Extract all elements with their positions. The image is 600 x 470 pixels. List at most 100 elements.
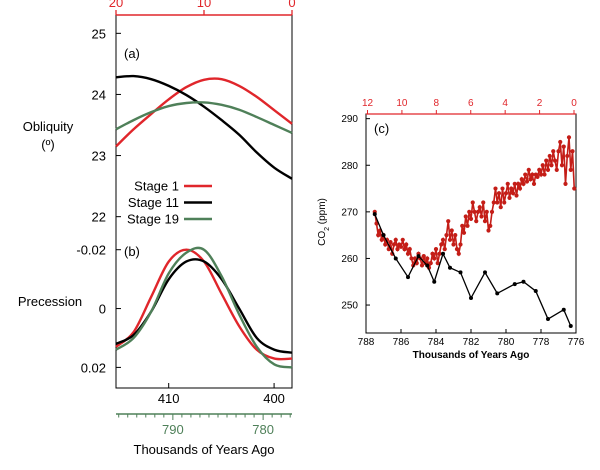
co2-red-point [433, 247, 439, 252]
co2-top-red-tick-label: 12 [362, 98, 374, 109]
co2-black-point [381, 233, 386, 238]
co2-red-point [566, 135, 572, 140]
obliquity-y-tick-label: 22 [92, 210, 106, 225]
co2-y-tick-label: 260 [341, 254, 358, 265]
co2-red-point [486, 228, 491, 233]
obliquity-y-tick-label: 23 [92, 149, 106, 164]
co2-red-point [479, 214, 484, 219]
co2-black-point [416, 254, 421, 259]
top-red-tick-label: 10 [197, 0, 211, 10]
obliquity-y-tick-label: 25 [92, 26, 106, 41]
co2-x-tick-label: 778 [533, 337, 550, 348]
co2-plot-frame [365, 113, 577, 334]
panel-b-label: (b) [124, 244, 140, 259]
panel-c-label: (c) [374, 121, 389, 136]
co2-red-point [484, 209, 489, 214]
co2-red-point [563, 181, 568, 186]
co2-red-point [400, 237, 405, 242]
co2-red-point [407, 247, 412, 252]
bottom-black-tick-label: 410 [158, 391, 180, 406]
co2-red-point [510, 191, 516, 196]
co2-black-line [374, 213, 572, 327]
co2-top-red-tick-label: 8 [434, 98, 440, 109]
green-tick-label: 790 [162, 422, 184, 437]
co2-red-point [514, 193, 519, 198]
co2-red-point [516, 181, 521, 186]
co2-top-red-tick-label: 2 [537, 98, 543, 109]
top-red-tick-label: 20 [109, 0, 123, 10]
co2-red-point [502, 200, 507, 205]
co2-top-red-tick-label: 10 [396, 98, 408, 109]
precession-y-tick-label: 0.02 [81, 360, 106, 375]
co2-x-axis-title: Thousands of Years Ago [413, 350, 530, 361]
co2-black-point [458, 270, 463, 275]
co2-red-point [572, 186, 577, 191]
co2-red-point [498, 205, 503, 210]
co2-red-point [421, 254, 426, 259]
legend-label-stage-11: Stage 11 [128, 195, 179, 210]
co2-red-point [432, 256, 437, 261]
co2-x-tick-label: 788 [358, 337, 375, 348]
co2-red-point [412, 256, 418, 261]
left-x-axis-title: Thousands of Years Ago [134, 442, 275, 457]
co2-red-point [535, 174, 540, 179]
co2-red-point [402, 247, 407, 252]
co2-y-tick-label: 250 [341, 301, 358, 312]
co2-red-point [519, 177, 524, 182]
co2-red-point [517, 186, 523, 191]
obliquity-line-stage-1 [115, 77, 293, 148]
co2-red-point [549, 163, 554, 168]
co2-red-point [460, 223, 465, 228]
co2-red-point [568, 167, 573, 173]
precession-y-tick-label: 0 [99, 302, 106, 317]
co2-red-point [570, 149, 575, 154]
co2-black-series [372, 212, 573, 329]
co2-red-point [544, 158, 549, 163]
precession-line-stage-19 [115, 246, 293, 369]
co2-red-point [538, 172, 544, 177]
co2-red-point [453, 233, 458, 238]
co2-y-tick-label: 270 [341, 207, 358, 218]
top-red-tick-label: 0 [288, 0, 295, 10]
co2-red-point [430, 251, 435, 256]
co2-y-axis-label: CO2 (ppm) [317, 198, 331, 246]
green-tick-label: 780 [252, 422, 274, 437]
co2-red-point [463, 214, 468, 219]
co2-red-point [456, 251, 461, 256]
precession-y-axis-label: Precession [18, 294, 82, 309]
co2-y-label-unit: (ppm) [317, 198, 328, 227]
co2-red-point [388, 240, 393, 245]
co2-red-point [446, 219, 451, 224]
obliquity-y-axis-unit: (º) [41, 137, 54, 152]
co2-red-point [404, 242, 409, 247]
co2-x-tick-label: 776 [568, 337, 585, 348]
co2-red-point [391, 242, 397, 247]
precession-y-tick-label: -0.02 [76, 243, 106, 258]
co2-red-point [481, 200, 486, 205]
co2-red-point [512, 181, 517, 186]
co2-black-point [406, 275, 410, 280]
co2-red-point [395, 247, 400, 252]
co2-red-point [554, 167, 559, 173]
co2-top-red-tick-label: 4 [502, 98, 508, 109]
co2-x-tick-label: 780 [498, 337, 515, 348]
co2-black-point [448, 265, 452, 270]
co2-black-point [561, 307, 566, 312]
co2-red-point [458, 242, 463, 247]
co2-x-tick-label: 782 [463, 337, 480, 348]
co2-red-point [451, 242, 456, 247]
co2-black-point [521, 279, 526, 284]
co2-red-point [468, 216, 474, 221]
co2-red-point [521, 181, 526, 186]
co2-black-point [469, 296, 473, 301]
co2-red-point [551, 149, 556, 154]
co2-red-point [547, 153, 552, 159]
co2-red-point [530, 172, 535, 177]
co2-red-point [507, 195, 512, 200]
precession-line-stage-11 [115, 258, 293, 354]
co2-red-point [495, 200, 500, 205]
co2-red-point [439, 242, 444, 247]
co2-red-point [488, 223, 493, 228]
co2-red-point [545, 167, 551, 173]
